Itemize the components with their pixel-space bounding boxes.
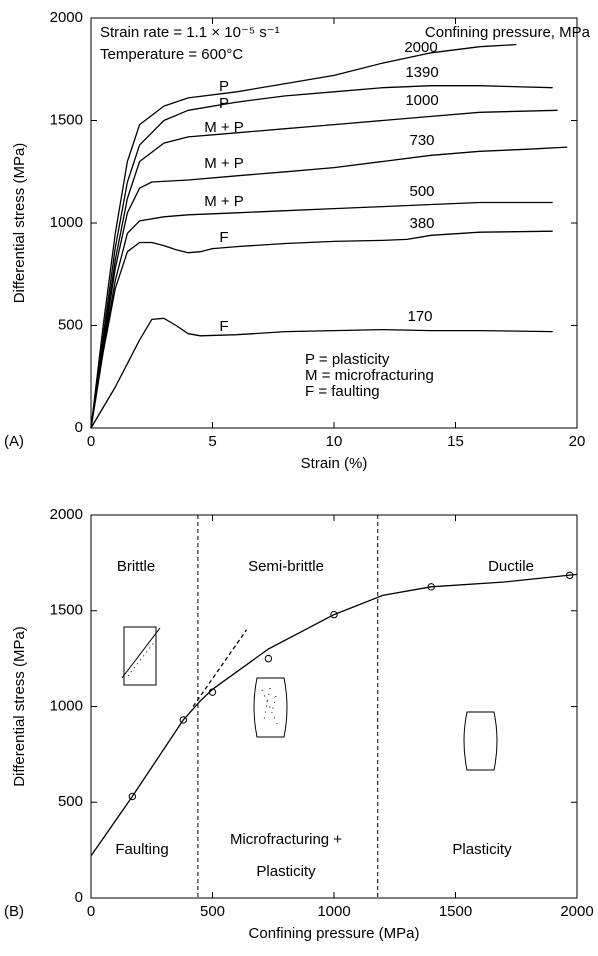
y-tick-label: 2000 <box>50 506 83 523</box>
annotation: Brittle <box>117 558 155 575</box>
x-axis-label: Confining pressure (MPa) <box>249 925 420 942</box>
curve-label: 1000 <box>405 92 438 109</box>
x-axis-label: Strain (%) <box>301 455 368 472</box>
annotation: F <box>219 229 228 246</box>
annotation: Faulting <box>115 841 168 858</box>
curve <box>90 573 578 857</box>
annotation: Temperature = 600°C <box>100 46 243 63</box>
annotation: Plasticity <box>256 863 316 880</box>
panel: 0 500 1000 1500 2000 0 500 1000 1500 2000 Confinin… <box>4 506 594 942</box>
x-tick-label: 5 <box>208 433 216 450</box>
annotation: M = microfracturing <box>305 367 434 384</box>
x-tick-label: 500 <box>200 903 225 920</box>
microcracks <box>261 687 279 727</box>
fault-line <box>121 627 161 679</box>
panel-label: (B) <box>4 903 24 920</box>
annotation: P <box>219 78 229 95</box>
curve-label: 730 <box>409 132 434 149</box>
annotation: M + P <box>204 119 244 136</box>
panel: 0 5 10 15 20 0 500 1000 1500 2000 Strain (%) Differ… <box>4 9 591 472</box>
curve <box>90 43 517 429</box>
curve <box>90 230 553 429</box>
x-tick-label: 1500 <box>439 903 472 920</box>
curve-label: 500 <box>409 183 434 200</box>
y-tick-label: 1000 <box>50 697 83 714</box>
x-tick-label: 10 <box>326 433 343 450</box>
annotation: Microfracturing + <box>230 831 342 848</box>
curve <box>90 85 553 429</box>
curve <box>90 317 553 429</box>
y-tick-label: 0 <box>75 419 83 436</box>
x-tick-label: 0 <box>87 433 95 450</box>
brittle-icon <box>123 626 157 686</box>
annotation: Ductile <box>488 558 534 575</box>
y-tick-label: 500 <box>58 316 83 333</box>
panel-label: (A) <box>4 433 24 450</box>
annotation: F = faulting <box>305 383 380 400</box>
y-axis-label: Differential stress (MPa) <box>11 626 28 787</box>
curve-label: 380 <box>409 215 434 232</box>
x-tick-label: 0 <box>87 903 95 920</box>
y-tick-label: 1000 <box>50 214 83 231</box>
curve-label: 1390 <box>405 64 438 81</box>
annotation: Strain rate = 1.1 × 10⁻⁵ s⁻¹ <box>100 24 280 41</box>
y-tick-label: 2000 <box>50 9 83 26</box>
data-point <box>264 654 273 663</box>
x-tick-label: 15 <box>447 433 464 450</box>
ductile-icon <box>463 711 498 771</box>
annotation: M + P <box>204 155 244 172</box>
x-tick-label: 1000 <box>317 903 350 920</box>
y-axis-label: Differential stress (MPa) <box>11 143 28 304</box>
y-tick-label: 1500 <box>50 602 83 619</box>
annotation: Confining pressure, MPa <box>425 24 591 41</box>
annotation: Plasticity <box>452 841 512 858</box>
tangent-line <box>192 629 248 707</box>
curve-label: 2000 <box>404 39 437 56</box>
y-tick-label: 1500 <box>50 111 83 128</box>
annotation: M + P <box>204 193 244 210</box>
curve <box>90 146 568 429</box>
x-tick-label: 2000 <box>560 903 593 920</box>
annotation: P = plasticity <box>305 351 390 368</box>
y-tick-label: 0 <box>75 889 83 906</box>
annotation: P <box>219 95 229 112</box>
curve <box>90 201 553 429</box>
fault-zone <box>127 639 157 677</box>
annotation: Semi-brittle <box>248 558 324 575</box>
curve-label: 170 <box>407 308 432 325</box>
annotation: F <box>219 318 228 335</box>
y-tick-label: 500 <box>58 793 83 810</box>
x-tick-label: 20 <box>569 433 586 450</box>
semi-brittle-icon <box>253 677 288 738</box>
specimen-icons <box>121 626 498 771</box>
curve <box>90 109 558 429</box>
